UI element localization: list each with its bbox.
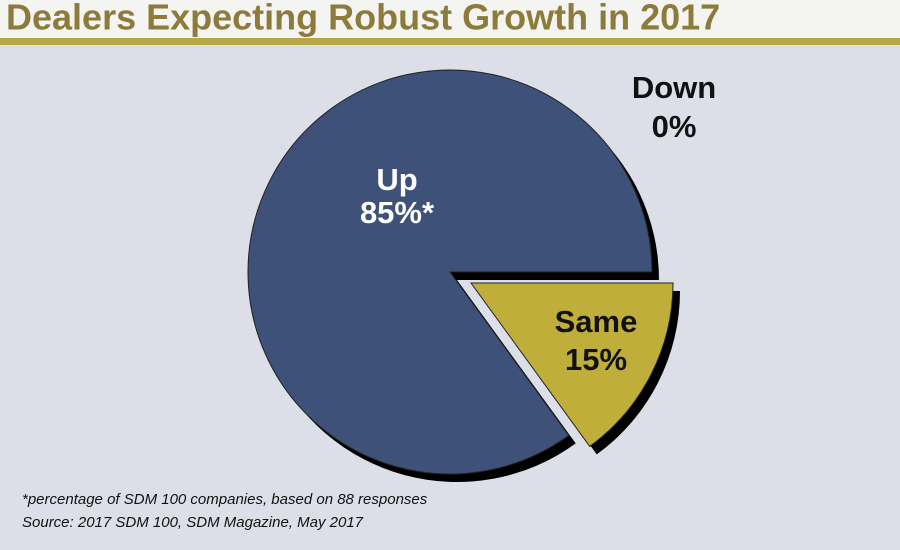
- value-label: 0%: [652, 109, 697, 144]
- title-band: [0, 0, 900, 38]
- value-label: 15%: [565, 342, 627, 377]
- title-rule: [0, 38, 900, 45]
- slice-label: Up: [376, 162, 417, 197]
- pie: [247, 69, 680, 483]
- slice-label: Same: [555, 304, 638, 339]
- footnote: *percentage of SDM 100 companies, based …: [22, 491, 428, 508]
- value-label: 85%*: [360, 195, 435, 230]
- source-note: Source: 2017 SDM 100, SDM Magazine, May …: [22, 514, 364, 531]
- slice: [470, 282, 674, 448]
- chart-title: Dealers Expecting Robust Growth in 2017: [6, 0, 720, 38]
- slice-label: Down: [632, 70, 716, 105]
